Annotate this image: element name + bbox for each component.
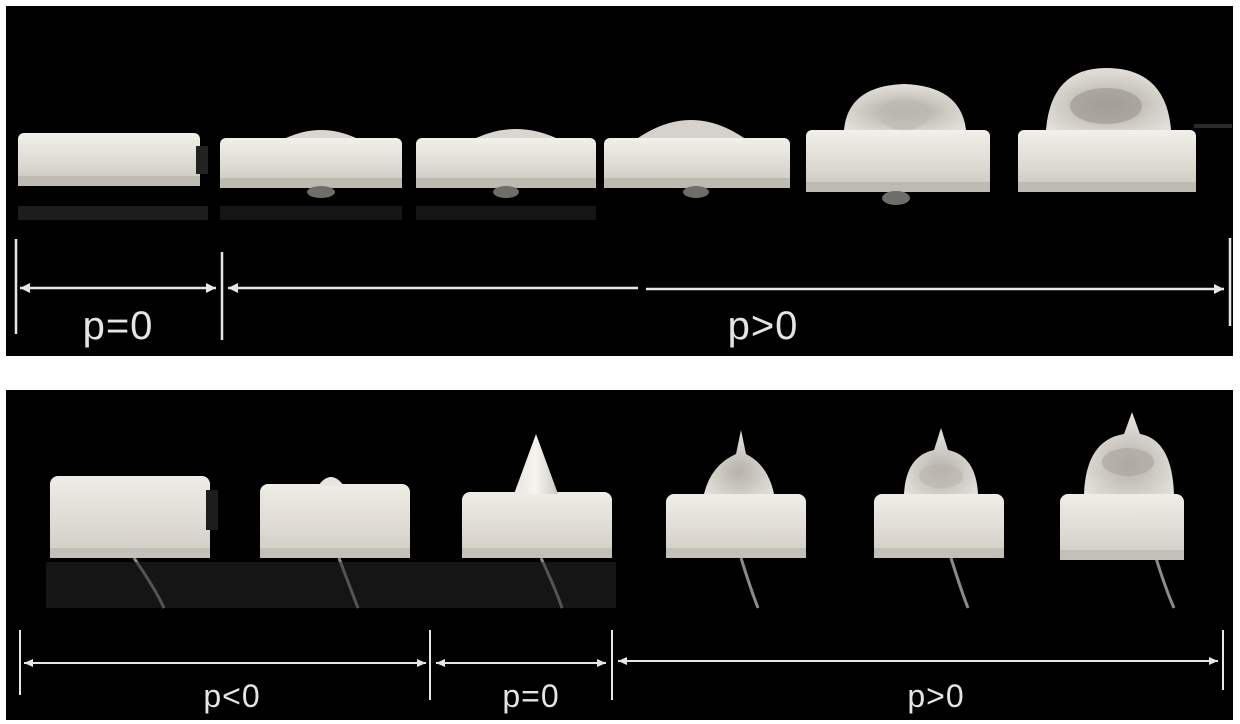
- sample-cone-dome-2: [874, 428, 1004, 558]
- sample-cone-dome-1: [666, 430, 806, 558]
- label-p-zero-bottom: p=0: [502, 678, 560, 714]
- label-p-zero: p=0: [82, 304, 154, 348]
- sample-bulge-2: [416, 129, 596, 198]
- bottom-photo-panel: p<0 p=0 p>0: [6, 390, 1233, 720]
- top-range-arrows: [14, 238, 1232, 340]
- label-p-negative: p<0: [203, 678, 261, 714]
- top-reflections: [18, 206, 596, 220]
- sample-cone-dome-3: [1060, 412, 1184, 560]
- sample-dome-2: [1018, 68, 1232, 192]
- bottom-range-arrows: [19, 630, 1224, 700]
- label-p-positive: p>0: [727, 304, 799, 348]
- sample-bulge-1: [220, 130, 402, 198]
- sample-dome-1: [806, 84, 990, 205]
- top-photo: [14, 68, 1232, 340]
- sample-cone: [462, 434, 612, 558]
- sample-bulge-3: [604, 120, 790, 198]
- sample-flat-1: [18, 133, 208, 186]
- sample-flat-block: [50, 476, 218, 558]
- bottom-reflections: [46, 562, 616, 608]
- bottom-photo: [19, 412, 1224, 700]
- label-p-positive-bottom: p>0: [907, 678, 965, 714]
- top-photo-panel: p=0 p>0: [6, 6, 1233, 356]
- sample-small-tip: [260, 477, 410, 558]
